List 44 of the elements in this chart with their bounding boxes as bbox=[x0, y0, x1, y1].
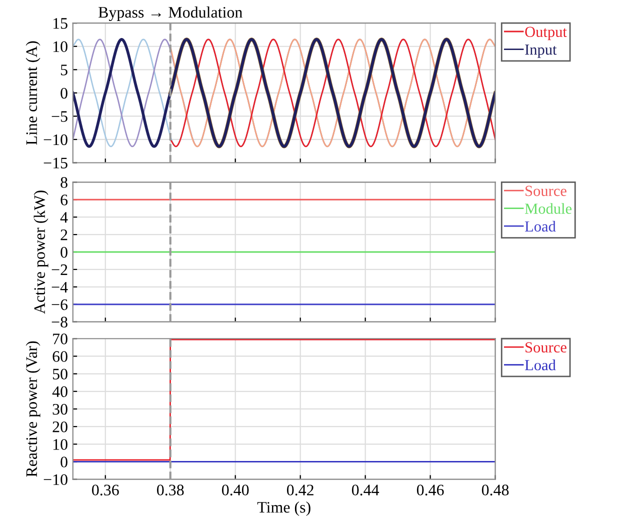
y-tick-label: −5 bbox=[52, 111, 68, 122]
legend-label: Module bbox=[524, 203, 572, 214]
y-axis-title: Line current (A) bbox=[26, 41, 40, 145]
y-tick-label: 10 bbox=[53, 41, 68, 52]
y-tick-label: 70 bbox=[53, 334, 68, 344]
y-tick-label: 6 bbox=[60, 194, 68, 206]
x-tick-label: 0.38 bbox=[157, 484, 184, 496]
y-axis-title: Reactive power (Var) bbox=[26, 341, 40, 477]
legend-label: Output bbox=[525, 26, 567, 40]
y-tick-label: −10 bbox=[44, 134, 68, 146]
y-tick-label: −2 bbox=[52, 264, 68, 275]
legend-label: Load bbox=[524, 360, 556, 370]
legend-label: Input bbox=[525, 44, 557, 58]
x-axis-title: Time (s) bbox=[257, 501, 310, 516]
legend-label: Load bbox=[524, 220, 556, 232]
legend-label: Source bbox=[526, 186, 566, 196]
x-tick-label: 0.48 bbox=[482, 484, 509, 496]
x-tick-label: 0.46 bbox=[416, 484, 444, 496]
y-tick-label: 30 bbox=[52, 404, 68, 415]
y-tick-label: 40 bbox=[52, 386, 68, 398]
y-axis-title: Active power (kW) bbox=[34, 190, 48, 314]
text: Bypass → Modulation bbox=[98, 6, 242, 22]
y-tick-label: 10 bbox=[53, 439, 68, 450]
y-tick-label: 15 bbox=[53, 18, 68, 29]
y-tick-label: −8 bbox=[52, 316, 68, 328]
x-tick-label: 0.40 bbox=[222, 484, 249, 496]
y-tick-label: 2 bbox=[60, 230, 68, 240]
y-tick-label: 50 bbox=[52, 368, 68, 380]
y-tick-label: 5 bbox=[60, 64, 68, 76]
x-tick-label: 0.42 bbox=[286, 484, 314, 496]
y-tick-label: −4 bbox=[52, 282, 68, 292]
y-tick-label: 20 bbox=[52, 421, 68, 432]
y-tick-label: 4 bbox=[60, 212, 68, 223]
y-tick-label: 0 bbox=[60, 88, 68, 99]
x-tick-label: 0.44 bbox=[352, 484, 380, 496]
y-tick-label: 60 bbox=[52, 351, 68, 362]
y-tick-label: 0 bbox=[60, 246, 68, 258]
y-tick-label: −15 bbox=[44, 158, 68, 168]
y-tick-label: −10 bbox=[44, 474, 68, 486]
legend-label: Source bbox=[526, 342, 566, 353]
x-tick-label: 0.36 bbox=[92, 484, 119, 496]
y-tick-label: −6 bbox=[52, 299, 68, 310]
y-tick-label: 0 bbox=[60, 456, 68, 468]
y-tick-label: 8 bbox=[60, 177, 68, 188]
